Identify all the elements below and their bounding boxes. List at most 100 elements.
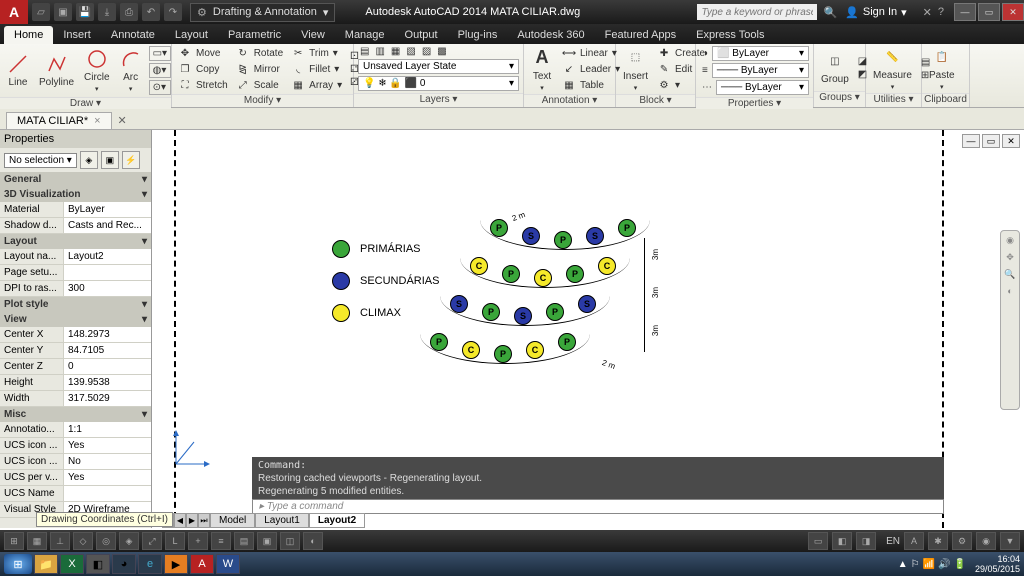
- layer-combo[interactable]: 💡 ❄ 🔒 ⬛ 0▾: [358, 76, 519, 91]
- tab-nav-next[interactable]: ▶: [186, 513, 198, 528]
- tab-insert[interactable]: Insert: [53, 26, 101, 44]
- insert-button[interactable]: ⬚Insert▾: [620, 47, 651, 92]
- min-button[interactable]: —: [954, 3, 976, 21]
- prop-category[interactable]: Misc▾: [0, 407, 151, 422]
- prop-row[interactable]: Annotatio...1:1: [0, 422, 151, 438]
- drawing-canvas[interactable]: —▭✕ PRIMÁRIASSECUNDÁRIASCLIMAX PSPSPCPCP…: [152, 130, 1024, 528]
- ellipse-flyout[interactable]: ⊙▾: [149, 80, 171, 95]
- taskbar-excel-icon[interactable]: X: [60, 554, 84, 574]
- sb-model-icon[interactable]: ▭: [808, 532, 828, 550]
- polyline-button[interactable]: Polyline: [36, 53, 77, 88]
- panel-properties-title[interactable]: Properties ▾: [696, 97, 813, 109]
- lineweight-combo[interactable]: ─── ByLayer▾: [712, 63, 809, 78]
- panel-clipboard-title[interactable]: Clipboard: [922, 93, 969, 107]
- prop-row[interactable]: Shadow d...Casts and Rec...: [0, 218, 151, 234]
- help-search-input[interactable]: [697, 4, 817, 20]
- sb-grid-icon[interactable]: ▦: [27, 532, 47, 550]
- prop-row[interactable]: Center X148.2973: [0, 327, 151, 343]
- new-tab-button[interactable]: ✕: [112, 112, 133, 129]
- qat-plot-icon[interactable]: ⎙: [120, 3, 138, 21]
- arc-button[interactable]: Arc▾: [117, 48, 145, 93]
- linear-dim-button[interactable]: ⟷Linear ▾: [560, 46, 622, 60]
- select-objects-icon[interactable]: ▣: [101, 151, 119, 169]
- prop-row[interactable]: Page setu...: [0, 265, 151, 281]
- tab-featuredapps[interactable]: Featured Apps: [595, 26, 687, 44]
- taskbar-word-icon[interactable]: W: [216, 554, 240, 574]
- panel-draw-title[interactable]: Draw ▾: [0, 97, 171, 109]
- layout-tab-layout1[interactable]: Layout1: [255, 513, 309, 528]
- system-clock[interactable]: 16:0429/05/2015: [975, 554, 1020, 574]
- color-combo[interactable]: ⬜ ByLayer▾: [712, 46, 809, 61]
- zoom-icon[interactable]: 🔍: [1004, 269, 1015, 280]
- workspace-combo[interactable]: ⚙ Drafting & Annotation ▾: [190, 3, 335, 22]
- panel-groups-title[interactable]: Groups ▾: [814, 91, 865, 107]
- sb-3dosnap-icon[interactable]: ◈: [119, 532, 139, 550]
- paste-button[interactable]: 📋Paste▾: [926, 46, 958, 91]
- tab-parametric[interactable]: Parametric: [218, 26, 291, 44]
- qat-new-icon[interactable]: ▱: [32, 3, 50, 21]
- move-button[interactable]: ✥Move: [176, 46, 230, 60]
- layout-tab-layout2[interactable]: Layout2: [309, 513, 365, 528]
- sb-sc-icon[interactable]: ◫: [280, 532, 300, 550]
- prop-category[interactable]: Layout▾: [0, 234, 151, 249]
- array-button[interactable]: ▦Array ▾: [289, 78, 344, 92]
- prop-row[interactable]: UCS per v...Yes: [0, 470, 151, 486]
- vp-min-icon[interactable]: —: [962, 134, 980, 148]
- taskbar-ie-icon[interactable]: e: [138, 554, 162, 574]
- prop-row[interactable]: MaterialByLayer: [0, 202, 151, 218]
- rotate-button[interactable]: ↻Rotate: [234, 46, 285, 60]
- sb-annovis-icon[interactable]: ✱: [928, 532, 948, 550]
- taskbar-folder-icon[interactable]: 📁: [34, 554, 58, 574]
- circle-button[interactable]: Circle▾: [81, 48, 113, 93]
- layer-state-combo[interactable]: Unsaved Layer State▾: [358, 59, 519, 74]
- sb-snap-icon[interactable]: ⊞: [4, 532, 24, 550]
- tab-annotate[interactable]: Annotate: [101, 26, 165, 44]
- prop-row[interactable]: Width317.5029: [0, 391, 151, 407]
- qat-undo-icon[interactable]: ↶: [142, 3, 160, 21]
- selection-combo[interactable]: No selection ▾: [4, 153, 77, 168]
- sb-qvd-icon[interactable]: ◨: [856, 532, 876, 550]
- sb-qp-icon[interactable]: ▣: [257, 532, 277, 550]
- tab-view[interactable]: View: [291, 26, 335, 44]
- tray-bat-icon[interactable]: 🔋: [954, 559, 966, 570]
- close-tab-icon[interactable]: ×: [94, 115, 100, 127]
- prop-row[interactable]: Layout na...Layout2: [0, 249, 151, 265]
- navigation-bar[interactable]: ◉✥🔍◐: [1000, 230, 1020, 410]
- tab-autodesk360[interactable]: Autodesk 360: [507, 26, 594, 44]
- vp-close-icon[interactable]: ✕: [1002, 134, 1020, 148]
- taskbar-autocad-icon[interactable]: A: [190, 554, 214, 574]
- close-button[interactable]: ✕: [1002, 3, 1024, 21]
- tab-nav-prev[interactable]: ◀: [174, 513, 186, 528]
- vp-max-icon[interactable]: ▭: [982, 134, 1000, 148]
- sb-ortho-icon[interactable]: ⊥: [50, 532, 70, 550]
- prop-category[interactable]: General▾: [0, 172, 151, 187]
- help-icon[interactable]: ?: [938, 6, 944, 18]
- prop-category[interactable]: View▾: [0, 312, 151, 327]
- tab-home[interactable]: Home: [4, 26, 53, 44]
- panel-utilities-title[interactable]: Utilities ▾: [866, 93, 921, 107]
- qat-save-icon[interactable]: 💾: [76, 3, 94, 21]
- table-button[interactable]: ▦Table: [560, 78, 622, 92]
- line-button[interactable]: Line: [4, 53, 32, 88]
- document-tab[interactable]: MATA CILIAR*×: [6, 112, 112, 129]
- steering-wheel-icon[interactable]: ◉: [1006, 235, 1014, 246]
- restore-button[interactable]: ▭: [978, 3, 1000, 21]
- command-input[interactable]: ▸ Type a command: [252, 499, 944, 514]
- leader-button[interactable]: ↙Leader ▾: [560, 62, 622, 76]
- start-button[interactable]: ⊞: [4, 554, 32, 574]
- panel-annotation-title[interactable]: Annotation ▾: [524, 94, 615, 107]
- taskbar-media-icon[interactable]: ▶: [164, 554, 188, 574]
- prop-row[interactable]: Center Y84.7105: [0, 343, 151, 359]
- prop-category[interactable]: 3D Visualization▾: [0, 187, 151, 202]
- sb-lwt-icon[interactable]: ≡: [211, 532, 231, 550]
- fillet-button[interactable]: ◟Fillet ▾: [289, 62, 344, 76]
- tab-manage[interactable]: Manage: [335, 26, 395, 44]
- lang-indicator[interactable]: EN: [886, 536, 900, 547]
- tray-vol-icon[interactable]: 🔊: [938, 559, 950, 570]
- exchange-icon[interactable]: ✕: [923, 6, 932, 19]
- tab-layout[interactable]: Layout: [165, 26, 218, 44]
- prop-row[interactable]: Center Z0: [0, 359, 151, 375]
- hatch-flyout[interactable]: ◍▾: [149, 63, 171, 78]
- prop-category[interactable]: Plot style▾: [0, 297, 151, 312]
- pan-icon[interactable]: ✥: [1006, 252, 1014, 263]
